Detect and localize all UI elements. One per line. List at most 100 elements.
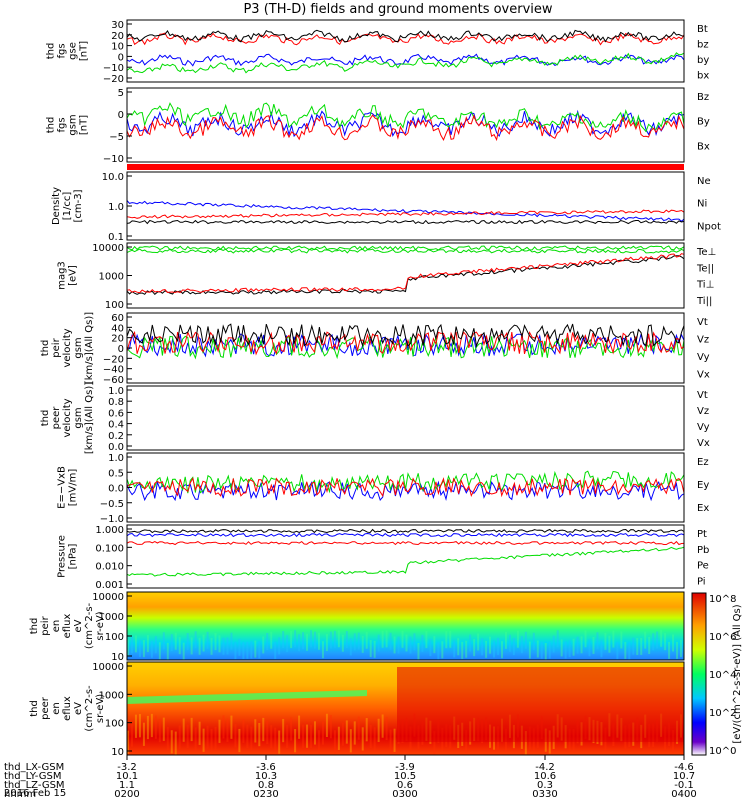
axis-row-value: 10.7	[673, 771, 695, 782]
spectrogram-streak	[608, 635, 611, 653]
y-axis-label: thd	[29, 618, 40, 635]
spectrogram-streak	[182, 718, 185, 742]
series-By	[126, 102, 685, 133]
legend-Pb: Pb	[697, 545, 709, 556]
spectrogram-streak	[238, 638, 241, 656]
spectrogram-streak	[536, 640, 539, 658]
y-tick-label: 0.2	[108, 431, 124, 442]
y-tick-label: 0.010	[95, 562, 124, 573]
series-Vt	[126, 323, 685, 348]
series-Pi	[126, 532, 685, 538]
spectrogram-streak	[218, 635, 221, 653]
axis-row-value: 10.5	[394, 771, 416, 782]
spectrogram-streak	[306, 633, 309, 651]
spectrogram-streak	[632, 637, 635, 655]
spectrogram-streak	[222, 715, 225, 739]
spectrogram-streak	[262, 717, 265, 742]
spectrogram-streak	[393, 728, 396, 752]
series-Npot	[126, 200, 685, 223]
spectrogram-streak	[162, 717, 165, 741]
spectrogram-streak	[425, 631, 428, 649]
y-axis-label: [cm-3]	[73, 189, 84, 222]
series-Bx	[126, 109, 685, 138]
spectrogram-streak	[286, 635, 289, 653]
axis-row-value: 0.8	[258, 780, 274, 791]
spectrogram-streak	[616, 642, 619, 660]
spectrogram-streak	[222, 637, 225, 655]
spectrogram-streak	[353, 633, 356, 651]
series-Te	[126, 253, 685, 294]
y-tick-label: 0.001	[95, 580, 124, 591]
spectrogram-streak	[130, 636, 133, 654]
legend-By: By	[697, 117, 710, 128]
spectrogram-streak	[214, 633, 217, 651]
spectrogram-streak	[317, 632, 320, 650]
spectrogram-streak	[313, 631, 316, 649]
spectrogram-streak	[497, 637, 500, 655]
spectrogram-streak	[162, 632, 165, 650]
spectrogram-streak	[337, 726, 340, 750]
axis-row-value: -4.2	[535, 762, 555, 773]
y-tick-label: 0	[118, 344, 124, 355]
spectrogram-streak	[202, 728, 205, 752]
spectrogram-streak	[365, 631, 368, 649]
electron-band	[127, 690, 367, 704]
y-axis-label: Density	[51, 187, 62, 225]
spectrogram-streak	[262, 636, 265, 654]
y-axis-label: (cm^2-s-	[84, 602, 95, 649]
spectrogram-streak	[321, 721, 324, 745]
series-by	[126, 52, 685, 74]
y-tick-label: 1.000	[95, 525, 124, 536]
y-tick-label: 40	[111, 323, 124, 334]
legend-Bt: Bt	[697, 24, 708, 35]
y-axis-label: fgs	[57, 43, 68, 58]
spectrogram-streak	[576, 636, 579, 654]
spectrogram-streak	[532, 632, 535, 650]
y-axis-label: E=−VxB	[57, 466, 68, 509]
spectrogram-streak	[134, 635, 137, 653]
spectrogram-streak	[524, 731, 527, 755]
spectrogram-streak	[441, 641, 444, 659]
y-axis-label: (cm^2-s-	[84, 685, 95, 732]
spectrogram-streak	[242, 641, 245, 659]
series-bx	[126, 53, 685, 67]
panel-frame	[126, 19, 685, 83]
spectrogram-streak	[453, 640, 456, 658]
y-tick-label: 0.0	[108, 484, 124, 495]
spectrogram-streak	[580, 636, 583, 654]
spectrogram-streak	[325, 713, 328, 738]
spectrogram-streak	[313, 721, 316, 745]
panel-fgs-gsm: 5 0 −5 −10 thd fgs gsm [nT] Bz By Bx	[46, 87, 710, 170]
spectrogram-streak	[445, 631, 448, 649]
axis-row-label: thd_LZ-GSM	[4, 780, 65, 791]
spectrogram-streak	[130, 723, 133, 747]
spectrogram-fill	[127, 592, 684, 660]
y-tick-label: −1.0	[100, 514, 124, 525]
spectrogram-streak	[190, 717, 193, 742]
y-tick-label: −10	[103, 154, 124, 165]
spectrogram-streak	[226, 637, 229, 655]
y-axis-label: [nPa]	[68, 543, 79, 569]
spectrogram-streak	[429, 639, 432, 657]
spectrogram-streak	[186, 633, 189, 651]
spectrogram-streak	[612, 630, 615, 648]
y-axis-label: eflux	[62, 696, 73, 721]
spectrogram-streak	[516, 630, 519, 648]
spectrogram-streak	[656, 631, 659, 649]
y-tick-label: 10.0	[102, 172, 124, 183]
spectrogram-streak	[345, 720, 348, 744]
spectrogram-streak	[648, 636, 651, 654]
legend-Npot: Npot	[697, 221, 721, 232]
y-axis-label: thd	[40, 340, 51, 357]
y-tick-label: 1.0	[108, 386, 124, 397]
spectrogram-streak	[250, 641, 253, 659]
spectrogram-streak	[369, 724, 372, 749]
y-axis-label: gsm	[73, 337, 84, 358]
spectrogram-streak	[449, 630, 452, 648]
spectrogram-streak	[381, 630, 384, 648]
spectrogram-streak	[174, 632, 177, 650]
spectrogram-streak	[552, 635, 555, 653]
y-tick-label: 20	[111, 31, 124, 42]
y-tick-label: −20	[103, 354, 124, 365]
